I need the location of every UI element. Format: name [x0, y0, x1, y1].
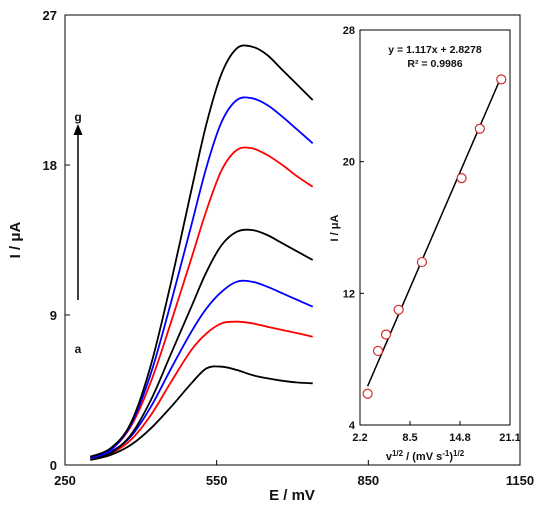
inset-x-tick-label-2: 14.8	[449, 432, 470, 444]
voltammogram-curve-0	[90, 365, 313, 461]
inset-data-point-0	[362, 388, 373, 399]
curve-label-a: a	[75, 342, 82, 356]
main-y-tick-label-0: 0	[50, 458, 57, 473]
main-y-tick-label-2: 18	[43, 158, 57, 173]
inset-points	[362, 74, 507, 399]
inset-x-tick-label-0: 2.2	[352, 432, 367, 444]
a-to-g-arrow	[73, 124, 83, 300]
main-y-tick-label-3: 27	[43, 8, 57, 23]
inset-data-point-1	[372, 345, 384, 357]
inset-y-axis-title: I / μA	[329, 214, 341, 241]
inset-y-tick-label-3: 28	[343, 25, 355, 37]
voltammogram-curve-1	[90, 320, 313, 460]
inset-data-point-4	[416, 256, 428, 268]
inset-y-tick-label-2: 20	[343, 157, 355, 169]
main-x-tick-label-2: 850	[357, 473, 379, 488]
main-ticks: 250 550 850 1150 0 9 18 27	[43, 8, 535, 488]
inset-data-point-5	[456, 173, 467, 184]
voltammogram-curve-3	[90, 228, 314, 460]
r-squared-label: R² = 0.9986	[407, 58, 462, 70]
inset-x-tick-label-3: 21.1	[499, 432, 520, 444]
inset-x-tick-label-1: 8.5	[402, 432, 417, 444]
inset-plot-frame	[359, 29, 511, 426]
inset-y-tick-label-1: 12	[343, 288, 355, 300]
inset-plot: 2.2 8.5 14.8 21.1 4 12 20 28 y = 1.117x + 2.827…	[329, 25, 521, 463]
voltammogram-curve-2	[90, 279, 314, 458]
inset-data-point-3	[393, 304, 404, 315]
main-x-tick-label-0: 250	[54, 473, 76, 488]
main-x-tick-label-3: 1150	[506, 473, 534, 488]
inset-data-point-2	[380, 329, 392, 340]
main-y-axis-title: I / μA	[7, 221, 24, 258]
main-plot-frame	[64, 14, 521, 466]
inset-data-point-7	[496, 74, 507, 85]
main-x-tick-label-1: 550	[206, 473, 228, 488]
main-plot: 250 550 850 1150 0 9 18 27 E / mV I / μA g a	[7, 8, 534, 504]
trendline-equation: y = 1.117x + 2.8278	[388, 44, 482, 56]
main-x-axis-title: E / mV	[269, 487, 315, 504]
inset-data-point-6	[474, 123, 485, 134]
curve-label-g: g	[74, 110, 81, 124]
voltammogram-curve-4	[90, 146, 314, 458]
voltammogram-curve-5	[89, 96, 314, 460]
voltammogram-curve-6	[89, 44, 314, 458]
inset-ticks: 2.2 8.5 14.8 21.1 4 12 20 28	[343, 25, 521, 444]
inset-x-axis-title: v1/2 / (mV s-1)1/2	[386, 449, 465, 463]
main-y-tick-label-1: 9	[50, 308, 57, 323]
main-curves	[89, 44, 314, 461]
inset-y-tick-label-0: 4	[349, 420, 356, 432]
